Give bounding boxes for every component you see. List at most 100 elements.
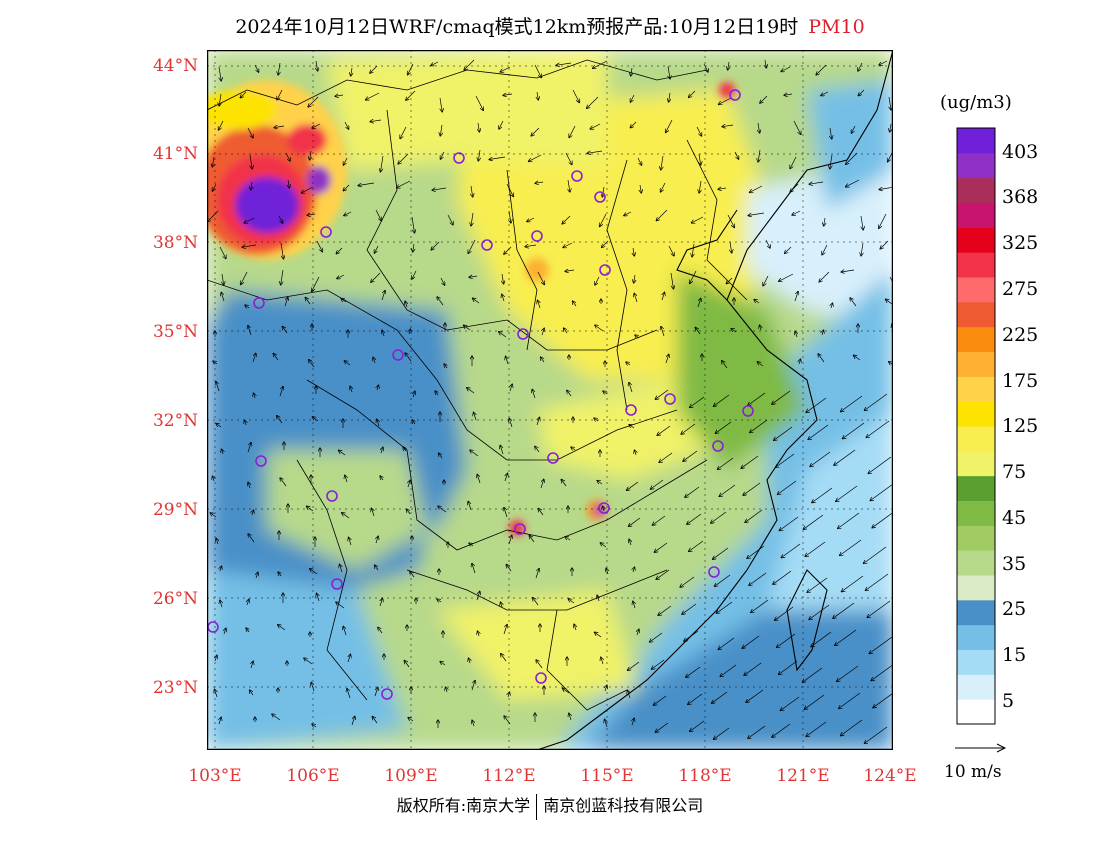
colorbar-tick: 403 xyxy=(1002,141,1039,163)
wind-vector xyxy=(250,154,252,169)
wind-vector xyxy=(503,94,513,95)
map-frame xyxy=(207,50,893,750)
colorbar-tick: 75 xyxy=(1002,461,1027,483)
wind-vector xyxy=(538,300,541,309)
wind-vector xyxy=(719,484,736,496)
wind-vector xyxy=(748,392,766,405)
wind-vector xyxy=(406,90,416,100)
wind-vector xyxy=(685,486,700,497)
wind-vector xyxy=(335,95,344,96)
wind-vector xyxy=(358,182,375,186)
wind-vector xyxy=(634,293,638,303)
colorbar-swatch xyxy=(957,475,995,501)
wind-vector xyxy=(341,299,347,303)
wind-vector xyxy=(277,89,283,100)
wind-vector xyxy=(504,508,508,518)
wind-vector xyxy=(312,276,320,291)
wind-vector xyxy=(412,270,417,279)
wind-vector xyxy=(301,186,314,193)
wind-vector xyxy=(864,546,887,563)
wind-vector xyxy=(569,713,571,721)
colorbar-swatch xyxy=(957,351,995,377)
wind-vector xyxy=(535,446,540,453)
wind-vector xyxy=(537,91,538,100)
wind-vector xyxy=(350,386,352,393)
wind-vector xyxy=(440,662,446,666)
colorbar-tick: 25 xyxy=(1002,598,1027,620)
wind-vector xyxy=(841,719,863,736)
wind-vector xyxy=(879,213,887,228)
wind-vector xyxy=(246,628,249,633)
colorbar-swatch xyxy=(957,525,995,551)
colorbar-swatch xyxy=(957,550,995,576)
wind-vector xyxy=(471,681,475,691)
wind-vector xyxy=(568,179,570,192)
wind-vector xyxy=(280,242,284,259)
wind-vector xyxy=(408,480,410,488)
wind-vector xyxy=(535,182,544,183)
wind-vector xyxy=(571,447,576,450)
wind-vector xyxy=(807,577,828,592)
wind-vector xyxy=(595,276,600,285)
wind-vector xyxy=(869,636,893,654)
wind-vector xyxy=(472,564,476,574)
wind-vector xyxy=(833,602,855,618)
wind-vector xyxy=(536,660,543,669)
wind-vector xyxy=(765,59,766,68)
colorbar-swatch xyxy=(957,177,995,203)
wind-vector xyxy=(278,62,280,75)
colorbar-tick: 175 xyxy=(1002,370,1039,392)
wind-vector xyxy=(683,450,698,461)
wind-vector xyxy=(567,390,572,397)
wind-vector xyxy=(790,183,799,192)
wind-vector xyxy=(563,242,573,248)
wind-vector xyxy=(572,89,579,103)
graticule xyxy=(207,50,893,750)
wind-vector xyxy=(556,62,572,65)
wind-vector xyxy=(316,240,322,252)
colorbar-tick: 125 xyxy=(1002,415,1039,437)
wind-vector xyxy=(697,298,701,308)
wind-vector xyxy=(630,121,637,128)
wind-vector xyxy=(776,453,795,467)
wind-vector xyxy=(758,122,760,133)
wind-vector xyxy=(597,481,603,485)
wind-vector xyxy=(532,389,536,399)
wind-vector xyxy=(471,185,473,197)
wind-vector xyxy=(380,476,383,481)
wind-vector xyxy=(370,65,378,73)
wind-vector xyxy=(689,540,704,551)
wind-vector xyxy=(337,274,345,279)
colorbar-tick: 225 xyxy=(1002,324,1039,346)
wind-vector xyxy=(464,59,475,70)
wind-vector xyxy=(219,93,221,106)
wind-vector xyxy=(411,216,415,233)
wind-vector xyxy=(447,214,453,225)
wind-vector xyxy=(565,537,571,541)
wind-vector xyxy=(478,631,480,637)
wind-vector xyxy=(889,276,893,284)
wind-vector xyxy=(344,361,351,366)
wind-vector xyxy=(629,517,641,526)
wind-vector xyxy=(628,690,631,699)
wind-vector xyxy=(629,539,631,546)
wind-vector xyxy=(564,328,568,334)
wind-vector xyxy=(661,182,666,192)
wind-vector xyxy=(506,356,509,365)
wind-vector xyxy=(691,216,704,223)
wind-vector xyxy=(757,362,764,367)
wind-vector xyxy=(806,721,827,736)
wind-vector xyxy=(470,450,479,457)
wind-vector xyxy=(741,455,759,468)
wind-vector xyxy=(841,270,855,272)
wind-vector xyxy=(525,245,537,247)
wind-vector xyxy=(573,301,577,307)
wind-vector xyxy=(658,605,672,615)
wind-vector xyxy=(248,326,252,336)
wind-vector xyxy=(252,353,256,363)
colorbar-unit: (ug/m3) xyxy=(940,92,1012,113)
wind-vector xyxy=(600,213,607,227)
wind-vector xyxy=(846,152,858,164)
wind-vector xyxy=(215,689,218,698)
wind-vector xyxy=(538,509,544,516)
